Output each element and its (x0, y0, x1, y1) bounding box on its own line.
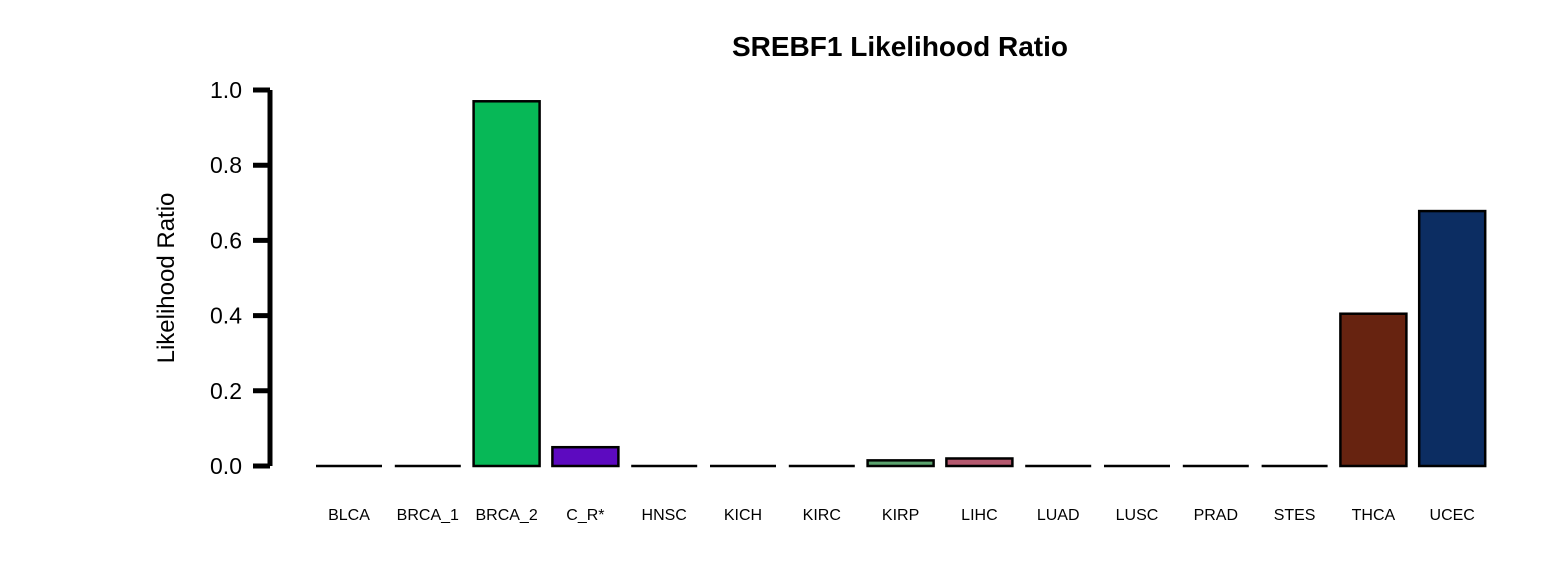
x-tick-label: C_R* (566, 507, 604, 524)
bar-brca-2 (472, 100, 541, 468)
x-tick-label: UCEC (1430, 507, 1475, 524)
x-tick-label: LUAD (1037, 507, 1080, 524)
y-tick-label: 0.0 (210, 453, 242, 479)
bars (316, 100, 1487, 468)
y-axis-label: Likelihood Ratio (153, 193, 180, 364)
x-tick-label: HNSC (642, 507, 687, 524)
y-tick-label: 0.2 (210, 378, 242, 404)
x-axis-labels: BLCA BRCA_1 BRCA_2 C_R* HNSC KICH KIRC KIRP LIHC… (328, 507, 1475, 524)
bar-c-r (551, 445, 620, 468)
x-tick-label: KICH (724, 507, 762, 524)
y-tick-label: 0.6 (210, 227, 242, 253)
bar-lihc (945, 457, 1014, 468)
x-tick-label: KIRC (803, 507, 841, 524)
x-tick-label: STES (1274, 507, 1316, 524)
x-tick-label: PRAD (1194, 507, 1238, 524)
bar-thca (1339, 312, 1408, 468)
bar-kirp (866, 459, 935, 468)
x-tick-label: BRCA_2 (475, 507, 537, 524)
bar-ucec (1417, 209, 1487, 468)
y-axis-ticks: 0.0 0.2 0.4 0.6 0.8 1.0 (210, 77, 270, 479)
x-tick-label: BLCA (328, 507, 370, 524)
y-tick-label: 0.8 (210, 152, 242, 178)
y-tick-label: 0.4 (210, 303, 242, 329)
x-tick-label: LIHC (961, 507, 997, 524)
y-tick-label: 1.0 (210, 77, 242, 103)
x-tick-label: LUSC (1116, 507, 1159, 524)
x-tick-label: KIRP (882, 507, 919, 524)
x-tick-label: BRCA_1 (397, 507, 459, 524)
chart-title: SREBF1 Likelihood Ratio (732, 31, 1068, 62)
x-tick-label: THCA (1352, 507, 1396, 524)
